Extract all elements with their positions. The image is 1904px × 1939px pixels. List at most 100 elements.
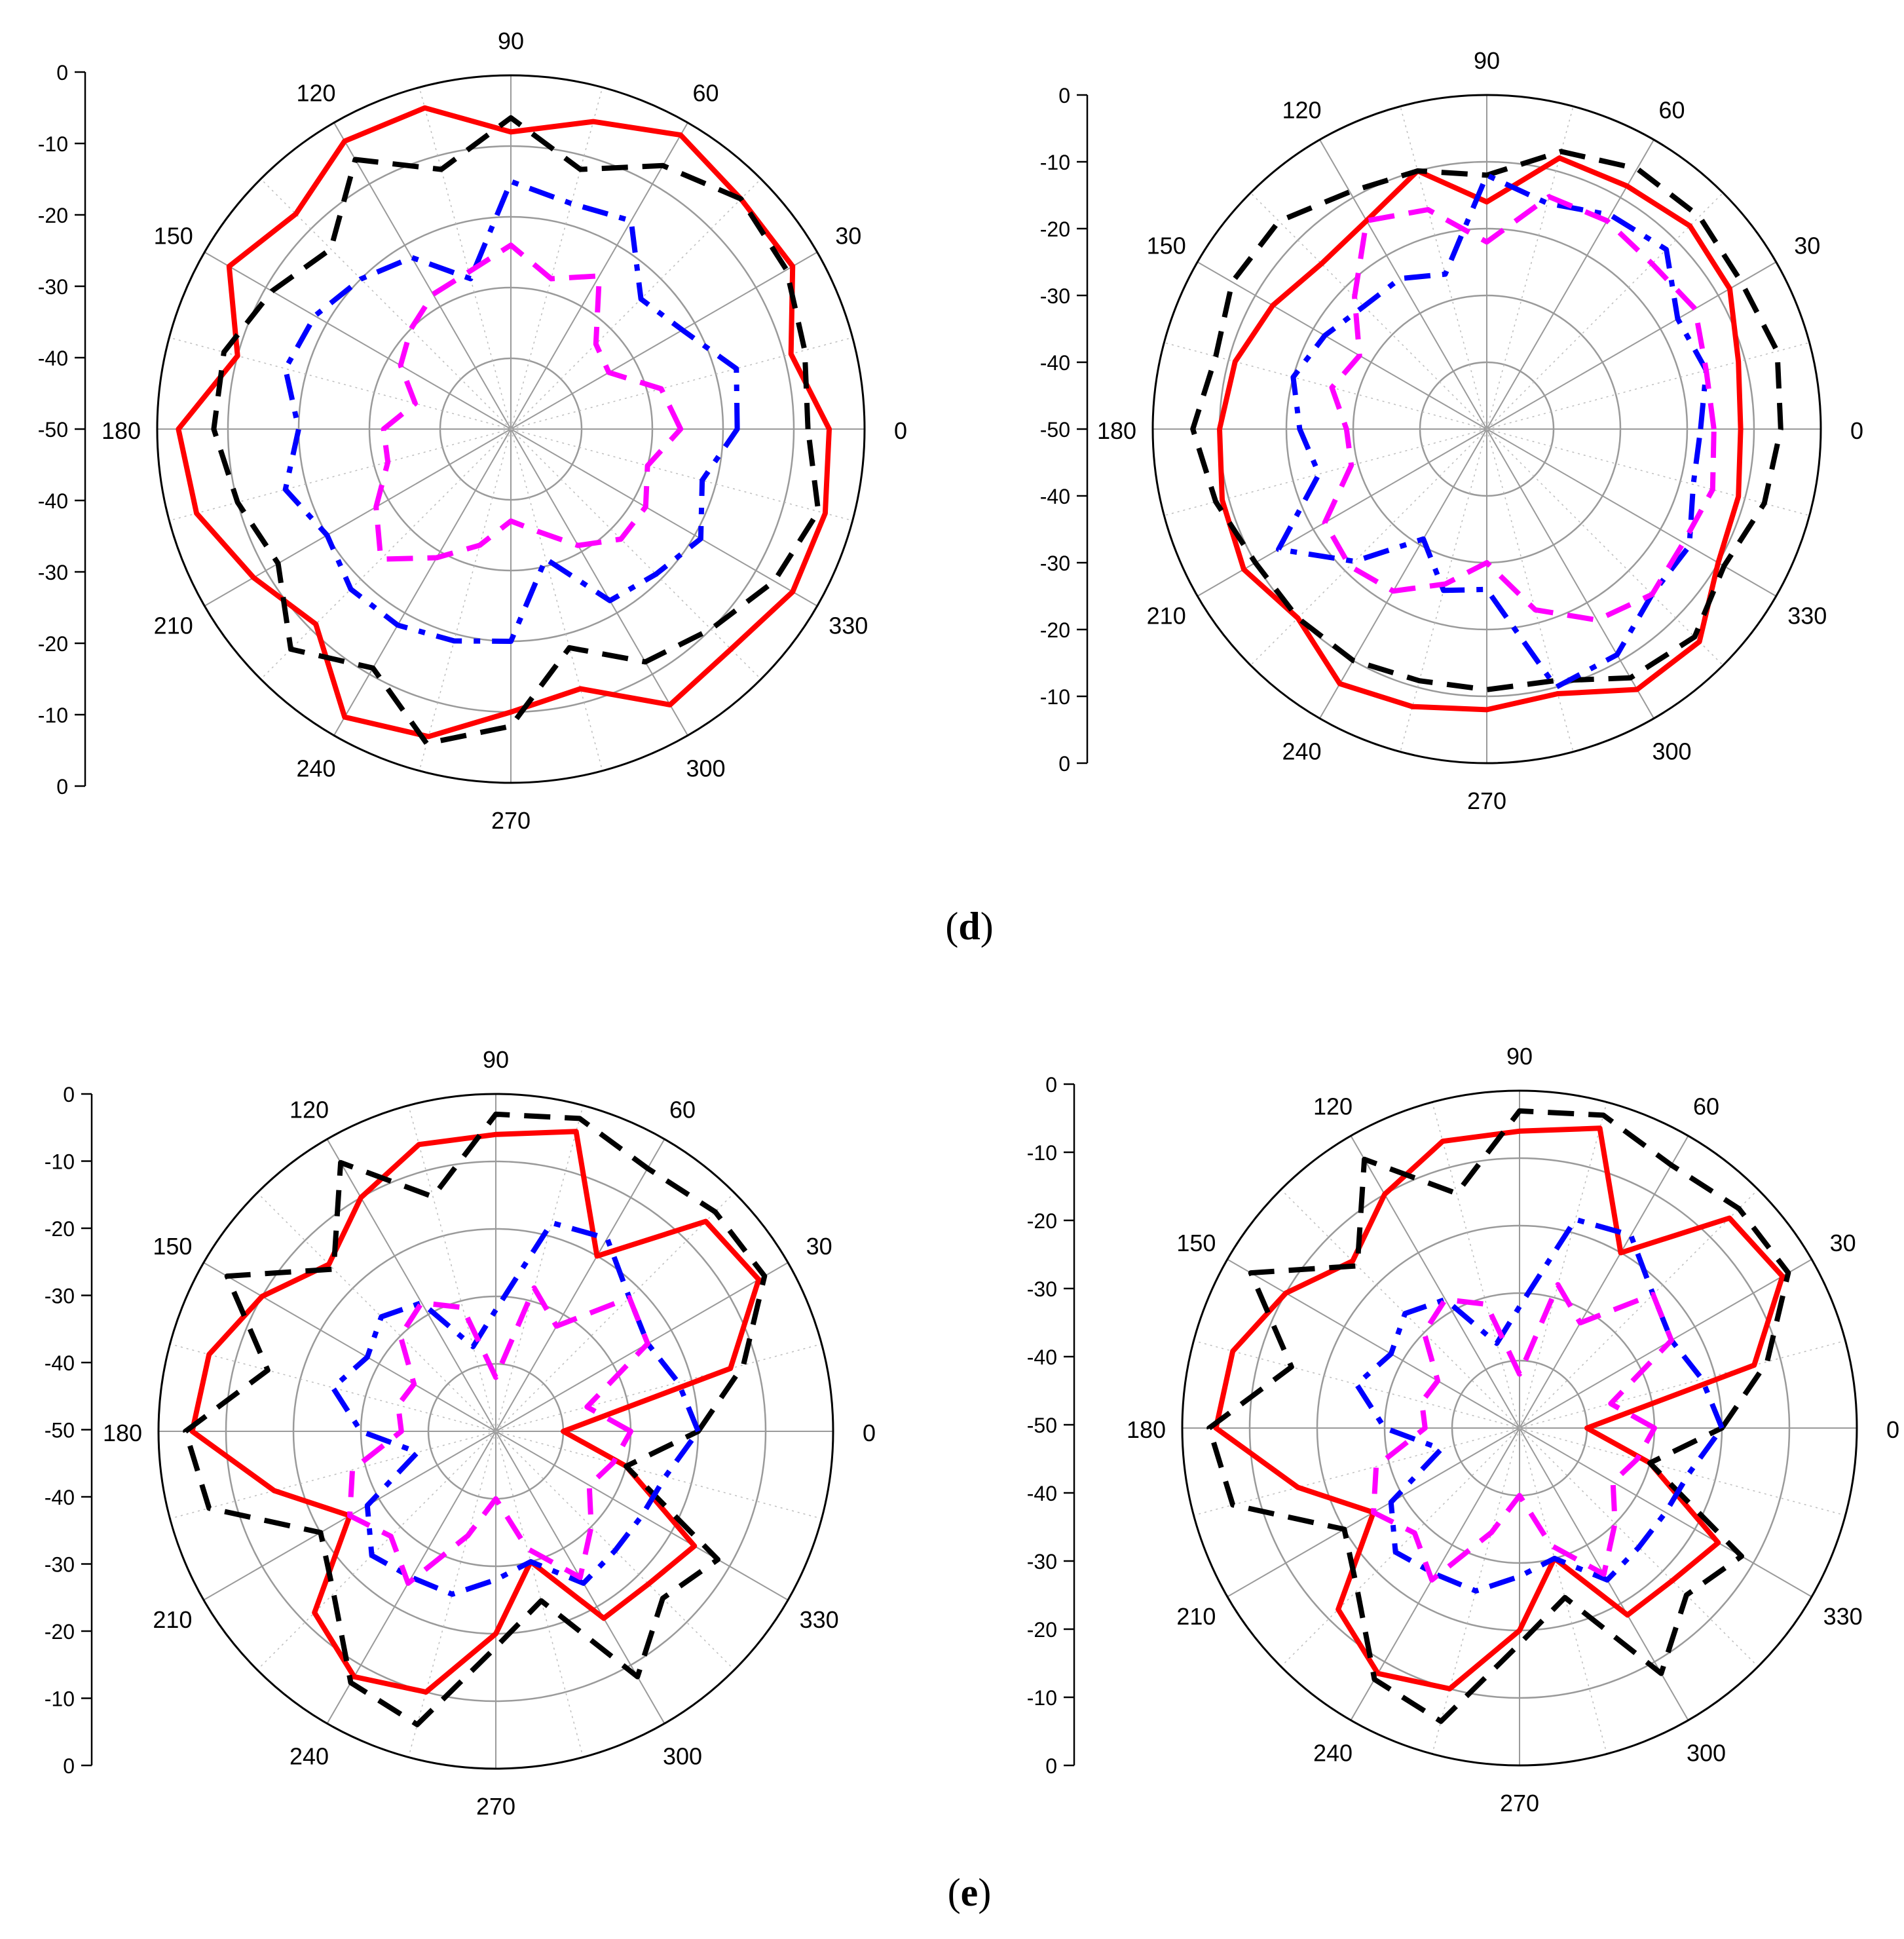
grid-spoke — [204, 428, 512, 607]
grid-spoke — [1486, 139, 1654, 430]
angle-tick-label: 330 — [829, 612, 868, 639]
angle-tick-label: 150 — [153, 1233, 192, 1260]
radial-tick-label: -30 — [1027, 1277, 1057, 1301]
grid-spoke-minor — [419, 87, 512, 430]
grid-spoke-minor — [1164, 428, 1487, 516]
grid-spoke-minor — [495, 1192, 735, 1432]
angle-tick-label: 300 — [686, 755, 725, 781]
angle-tick-label: 300 — [1652, 738, 1691, 764]
angle-tick-label: 90 — [1474, 47, 1500, 74]
radial-tick-label: -10 — [1040, 151, 1070, 174]
radial-tick-label: -20 — [45, 1620, 75, 1644]
series-line-1 — [189, 1129, 762, 1695]
radial-tick-label: -40 — [38, 489, 68, 513]
polar-grid — [157, 75, 865, 783]
radial-tick-label: -40 — [1027, 1482, 1057, 1505]
grid-spoke-minor — [1486, 428, 1724, 666]
caption-e-close: ) — [978, 1871, 992, 1914]
radial-tick-label: -10 — [38, 132, 68, 156]
angle-tick-label: 210 — [1176, 1603, 1216, 1630]
grid-spoke — [495, 1431, 789, 1601]
angle-tick-label: 240 — [1282, 738, 1321, 764]
angle-tick-label: 120 — [1313, 1093, 1353, 1120]
angle-tick-label: 30 — [806, 1233, 832, 1260]
series-line-3 — [282, 179, 740, 644]
series-line-1 — [1213, 1125, 1785, 1691]
grid-spoke-minor — [510, 428, 603, 771]
series-line-4 — [1322, 194, 1717, 623]
polar-grid — [159, 1094, 833, 1769]
angle-tick-label: 60 — [1658, 97, 1685, 124]
radial-tick-label: -20 — [1040, 618, 1070, 642]
grid-spoke — [495, 1139, 665, 1432]
radial-tick-label: -20 — [45, 1217, 75, 1241]
angle-tick-label: 210 — [1147, 603, 1186, 630]
series-line-4 — [347, 1285, 650, 1586]
angle-tick-label: 150 — [154, 223, 193, 250]
grid-spoke-minor — [1164, 342, 1487, 430]
radial-tick-label: -30 — [1040, 284, 1070, 308]
grid-spoke-minor — [1519, 1102, 1608, 1429]
radial-tick-label: -30 — [45, 1285, 75, 1308]
grid-spoke — [1319, 428, 1487, 719]
angle-tick-label: 270 — [476, 1793, 515, 1820]
angle-tick-label: 270 — [1500, 1790, 1539, 1817]
radial-tick-label: 0 — [56, 775, 68, 799]
grid-spoke — [510, 252, 818, 430]
radial-tick-label: -10 — [1040, 685, 1070, 709]
radial-tick-label: 0 — [1045, 1073, 1057, 1097]
radial-tick-label: -30 — [45, 1553, 75, 1577]
grid-spoke-minor — [1486, 428, 1810, 516]
angle-tick-label: 30 — [1830, 1230, 1856, 1256]
radial-tick-label: -50 — [38, 418, 68, 442]
radial-tick-label: -50 — [1027, 1414, 1057, 1437]
radial-tick-label: -20 — [1040, 217, 1070, 241]
series-line-4 — [373, 242, 684, 562]
polar-chart-1: 0 30 60 90 120 150 180 210 240 270 300 330 0 -10 -20 -3… — [38, 28, 907, 834]
grid-spoke — [1519, 1427, 1812, 1598]
angle-tick-label: 120 — [1282, 97, 1321, 124]
outer-ring — [157, 1093, 834, 1770]
radial-tick-label: -30 — [1040, 552, 1070, 575]
grid-spoke-minor — [1486, 106, 1574, 430]
angle-tick-label: 240 — [1313, 1740, 1353, 1767]
grid-spoke-minor — [257, 1192, 496, 1432]
radial-tick-label: -10 — [45, 1687, 75, 1711]
grid-spoke — [1486, 261, 1777, 430]
grid-spoke — [333, 428, 512, 736]
series-line-3 — [330, 1220, 701, 1597]
radial-scale-axis: 0 -10 -20 -30 -40 -50 -40 -30 -20 -10 0 — [1040, 84, 1089, 776]
grid-spoke — [1197, 428, 1487, 597]
radial-tick-label: -10 — [38, 704, 68, 727]
angle-tick-label: 240 — [296, 755, 335, 781]
grid-spoke-minor — [260, 178, 512, 430]
grid-spoke — [510, 122, 688, 430]
caption-d-close: ) — [980, 905, 994, 948]
radial-tick-label: -20 — [38, 204, 68, 227]
radial-tick-label: -40 — [1027, 1346, 1057, 1369]
angle-tick-label: 270 — [491, 807, 531, 834]
angle-tick-label: 30 — [835, 223, 861, 250]
angle-tick-label: 210 — [154, 612, 193, 639]
radial-tick-label: 0 — [1045, 1754, 1057, 1778]
series-line-1 — [1217, 155, 1744, 713]
radial-tick-label: -10 — [45, 1150, 75, 1174]
angle-tick-label: 60 — [692, 80, 719, 107]
grid-spoke-minor — [169, 337, 512, 430]
grid-spoke — [1197, 261, 1487, 430]
grid-spoke — [510, 428, 688, 736]
caption-e-open: ( — [947, 1871, 961, 1914]
grid-spoke-minor — [510, 337, 853, 430]
angle-tick-label: 330 — [1787, 603, 1827, 630]
grid-spoke-minor — [170, 1431, 496, 1520]
angle-tick-label: 90 — [483, 1046, 509, 1073]
grid-spoke-minor — [170, 1343, 496, 1432]
polar-chart-4: 0 30 60 90 120 150 180 210 240 270 300 330 0 -10 -20 -3… — [1027, 1043, 1899, 1817]
angle-tick-label: 330 — [800, 1606, 839, 1633]
series-line-3 — [1354, 1216, 1725, 1594]
grid-spoke — [1519, 1135, 1689, 1429]
grid-spoke-minor — [495, 1105, 584, 1432]
series-line-1 — [176, 105, 832, 740]
angle-tick-label: 150 — [1147, 233, 1186, 259]
angle-tick-label: 0 — [863, 1420, 876, 1446]
